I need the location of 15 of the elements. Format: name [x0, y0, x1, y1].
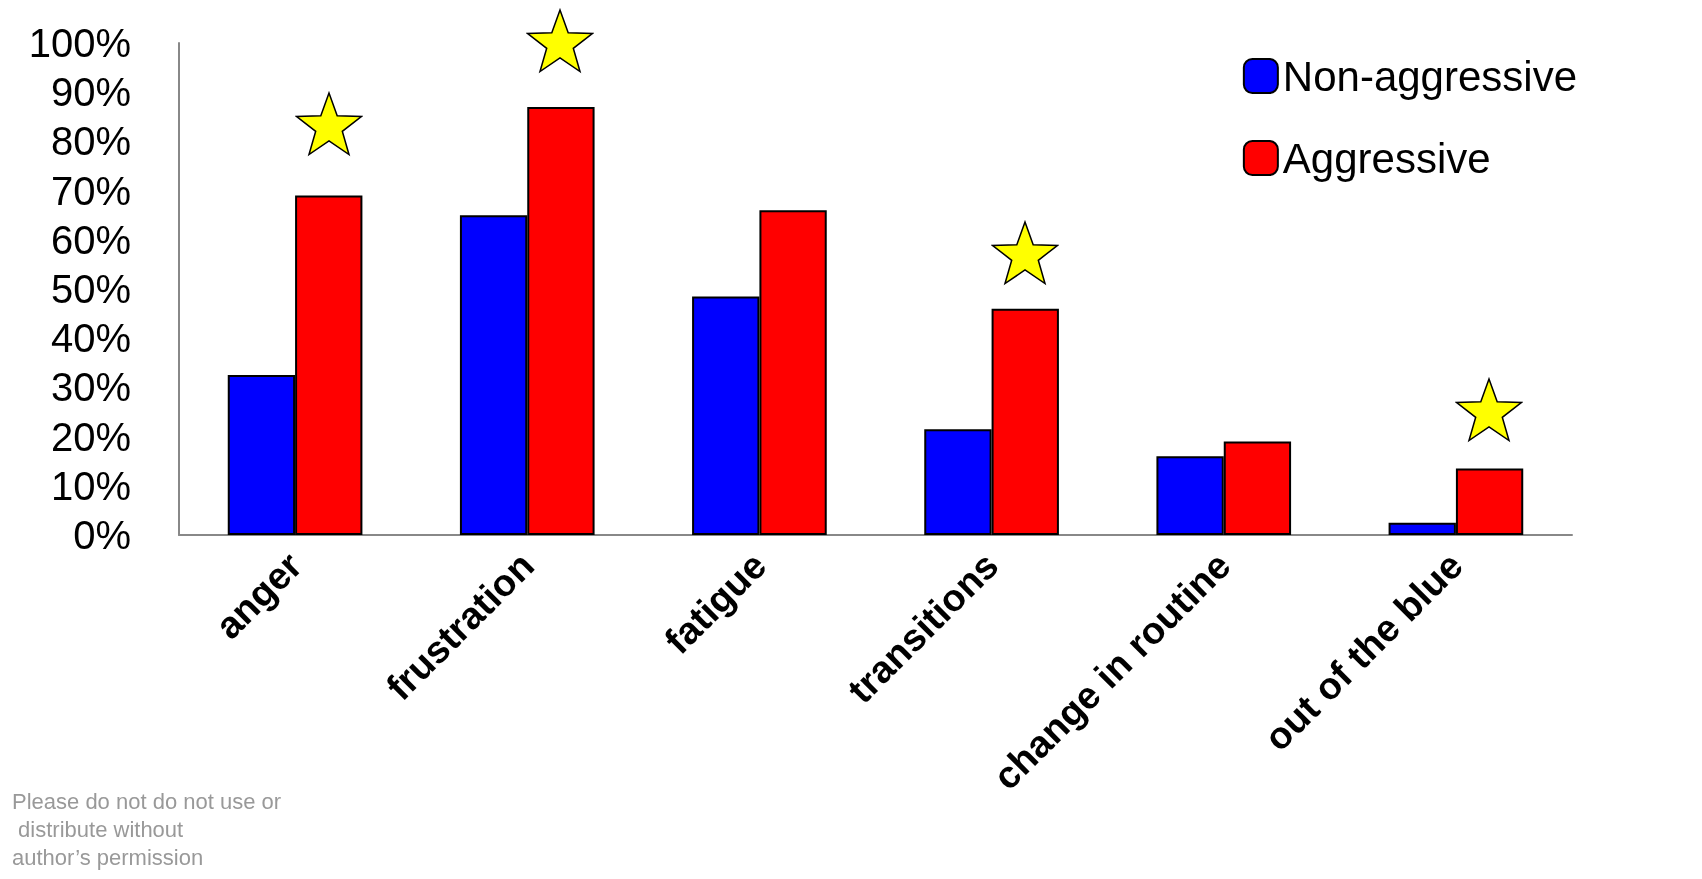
y-tick-label: 40% — [50, 316, 131, 361]
y-tick-label: 0% — [73, 513, 131, 557]
x-tick-label: out of the blue — [1256, 544, 1471, 759]
y-tick-label: 90% — [50, 70, 131, 115]
y-tick-label: 60% — [50, 217, 131, 262]
legend-label: Non-aggressive — [1282, 52, 1578, 100]
y-tick-label: 10% — [50, 463, 131, 508]
y-tick-label: 80% — [50, 119, 131, 164]
y-tick-label: 70% — [50, 168, 131, 213]
y-tick-label: 100% — [28, 21, 131, 65]
text: Please do not do not use or distribute without author’s permission — [12, 788, 282, 870]
y-tick-label: 20% — [50, 414, 131, 459]
y-tick-label: 30% — [50, 365, 131, 410]
y-tick-label: 50% — [50, 267, 131, 311]
legend-label: Aggressive — [1282, 134, 1491, 182]
